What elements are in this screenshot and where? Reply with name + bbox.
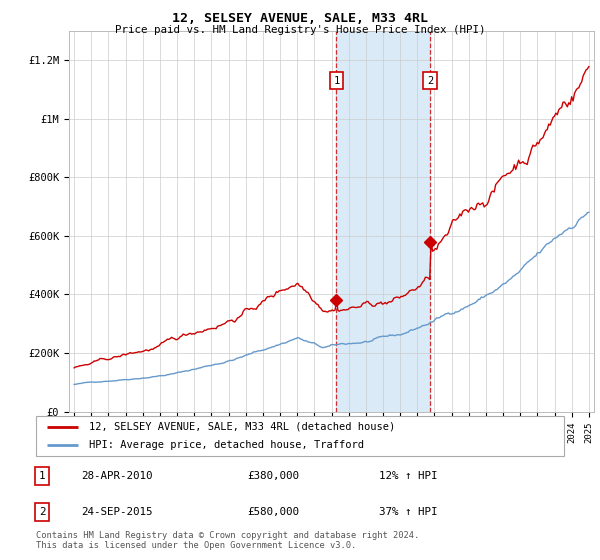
Text: 2: 2 (39, 507, 46, 517)
Text: 2: 2 (427, 76, 433, 86)
Text: 12% ↑ HPI: 12% ↑ HPI (379, 471, 438, 481)
Text: 28-APR-2010: 28-APR-2010 (81, 471, 152, 481)
Text: 37% ↑ HPI: 37% ↑ HPI (379, 507, 438, 517)
Text: 1: 1 (334, 76, 340, 86)
Text: £580,000: £580,000 (247, 507, 299, 517)
Text: 12, SELSEY AVENUE, SALE, M33 4RL: 12, SELSEY AVENUE, SALE, M33 4RL (172, 12, 428, 25)
Bar (337, 31, 430, 412)
Text: Contains HM Land Registry data © Crown copyright and database right 2024.
This d: Contains HM Land Registry data © Crown c… (36, 531, 419, 550)
Text: 12, SELSEY AVENUE, SALE, M33 4RL (detached house): 12, SELSEY AVENUE, SALE, M33 4RL (detach… (89, 422, 395, 432)
Text: £380,000: £380,000 (247, 471, 299, 481)
Text: Price paid vs. HM Land Registry's House Price Index (HPI): Price paid vs. HM Land Registry's House … (115, 25, 485, 35)
Text: 24-SEP-2015: 24-SEP-2015 (81, 507, 152, 517)
Text: HPI: Average price, detached house, Trafford: HPI: Average price, detached house, Traf… (89, 440, 364, 450)
Text: 1: 1 (39, 471, 46, 481)
